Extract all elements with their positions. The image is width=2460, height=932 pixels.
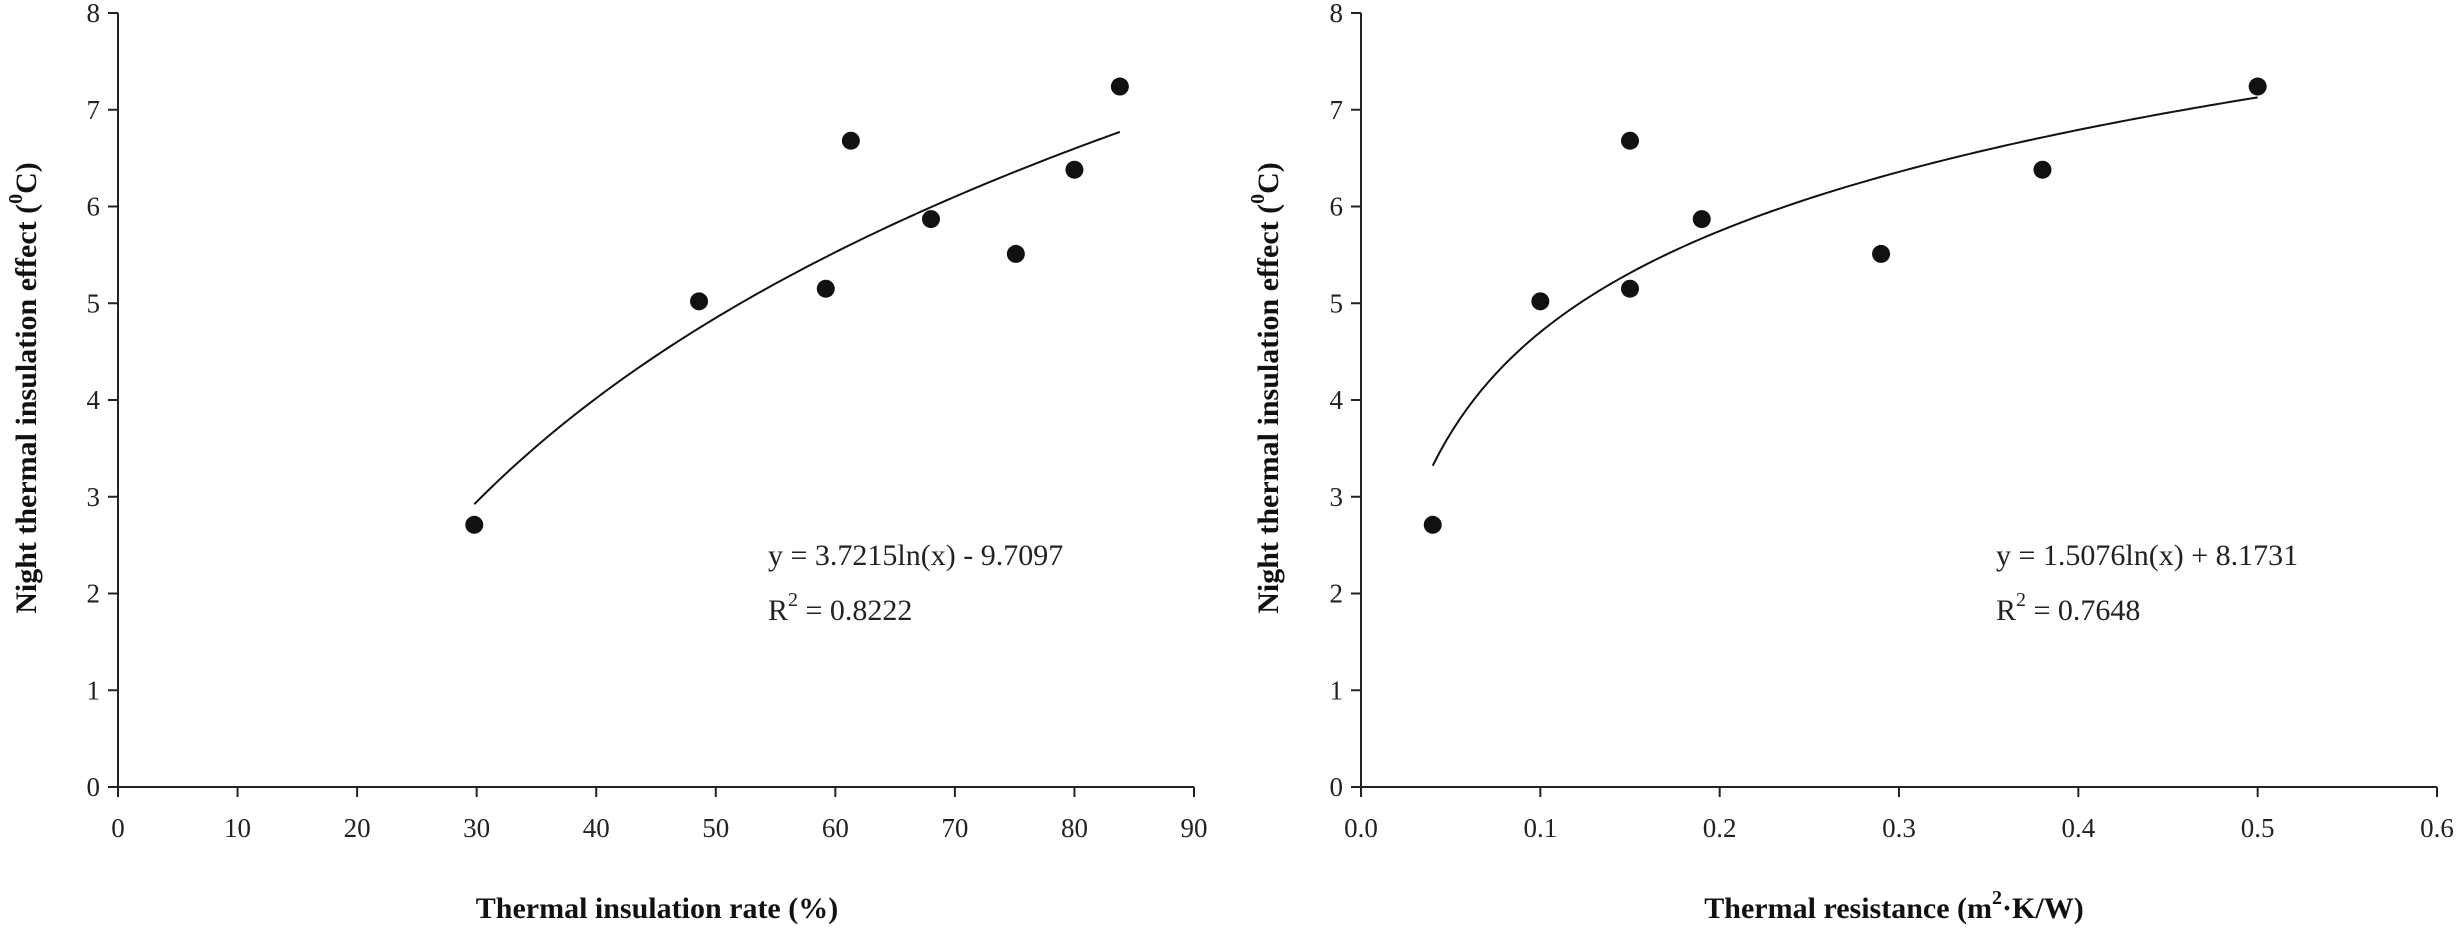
left-fit-curve (473, 130, 1121, 505)
left-data-point (1065, 160, 1084, 179)
right-data-point (2033, 160, 2052, 179)
right-ylabel-main: Night thermal insulation effect ( (1252, 204, 1285, 614)
left-x-tick-label: 90 (1181, 813, 1208, 843)
left-y-tick-label: 7 (87, 95, 101, 125)
left-x-tick-label: 10 (224, 813, 251, 843)
left-data-point (816, 279, 835, 298)
left-x-tick-label: 20 (344, 813, 371, 843)
right-xlabel-main: Thermal resistance (m (1704, 892, 1992, 925)
right-y-tick-label: 7 (1330, 95, 1344, 125)
left-x-tick-label: 30 (463, 813, 490, 843)
right-ylabel-sup: 0 (1247, 194, 1269, 204)
left-y-tick-label: 1 (87, 675, 101, 705)
right-y-tick-label: 2 (1330, 579, 1344, 609)
right-xlabel-sup: 2 (1992, 887, 2002, 909)
right-data-points (1423, 77, 2267, 534)
right-x-axis-label: Thermal resistance (m2·K/W) (1704, 887, 2083, 925)
left-x-tick-label: 40 (583, 813, 610, 843)
right-r2-sup: 2 (2016, 589, 2026, 611)
left-y-axis-label: Night thermal insulation effect (0C) (5, 162, 43, 614)
right-axes (1360, 13, 2437, 788)
right-y-tick-label: 5 (1330, 288, 1344, 318)
left-data-point (465, 515, 484, 534)
right-x-axis-ticks: 0.0 0.1 0.2 0.3 0.4 0.5 0.6 (1344, 787, 2454, 843)
left-ylabel-main: Night thermal insulation effect ( (10, 204, 43, 614)
right-y-tick-label: 3 (1330, 482, 1344, 512)
left-x-tick-label: 80 (1061, 813, 1088, 843)
left-r2-prefix: R (768, 594, 788, 627)
left-y-tick-label: 6 (87, 192, 101, 222)
right-x-tick-label: 0.1 (1523, 813, 1557, 843)
right-data-point (1531, 292, 1550, 311)
right-r2-value: = 0.7648 (2026, 594, 2140, 627)
left-ylabel-sup: 0 (5, 194, 27, 204)
right-x-tick-label: 0.5 (2241, 813, 2275, 843)
left-x-tick-label: 60 (822, 813, 849, 843)
right-y-tick-label: 0 (1330, 772, 1344, 802)
left-r2-sup: 2 (788, 589, 798, 611)
left-axes (117, 13, 1194, 788)
right-x-tick-label: 0.2 (1703, 813, 1737, 843)
right-r2-prefix: R (1996, 594, 2016, 627)
left-y-tick-label: 8 (87, 0, 101, 28)
right-y-tick-label: 1 (1330, 675, 1344, 705)
left-x-tick-label: 70 (941, 813, 968, 843)
right-data-point (1872, 244, 1891, 263)
left-y-axis-ticks: 0 1 2 3 4 5 6 7 8 (87, 0, 118, 802)
right-y-tick-label: 6 (1330, 192, 1344, 222)
right-data-point (1621, 131, 1639, 150)
right-data-point (1621, 279, 1639, 298)
right-y-tick-label: 4 (1330, 385, 1344, 415)
left-y-tick-label: 0 (87, 772, 101, 802)
right-data-point (2248, 77, 2267, 96)
right-xlabel-tail: ·K/W) (2002, 892, 2084, 925)
right-x-tick-label: 0.0 (1344, 813, 1378, 843)
right-x-tick-label: 0.3 (1882, 813, 1916, 843)
right-x-tick-label: 0.4 (2061, 813, 2095, 843)
left-data-point (1006, 244, 1025, 263)
left-data-point (1110, 77, 1129, 96)
right-x-tick-label: 0.6 (2420, 813, 2454, 843)
left-x-tick-label: 50 (702, 813, 729, 843)
left-data-points (465, 77, 1129, 534)
left-equation: y = 3.7215ln(x) - 9.7097 (768, 539, 1063, 572)
left-data-point (841, 131, 860, 150)
left-r-squared: R2 = 0.8222 (768, 589, 912, 627)
left-y-tick-label: 5 (87, 288, 101, 318)
right-y-axis-ticks: 0 1 2 3 4 5 6 7 8 (1330, 0, 1361, 802)
left-y-tick-label: 2 (87, 579, 101, 609)
chart-right-thermal-resistance: 0 1 2 3 4 5 6 7 8 0.0 0.1 0.2 0.3 0.4 0.5 0.6 y = 1.50… (1247, 0, 2454, 925)
left-x-tick-label: 0 (111, 813, 125, 843)
left-data-point (921, 210, 940, 229)
right-equation: y = 1.5076ln(x) + 8.1731 (1996, 539, 2298, 572)
right-data-point (1692, 210, 1711, 229)
left-x-axis-ticks: 0 10 20 30 40 50 60 70 80 90 (111, 787, 1208, 843)
right-y-tick-label: 8 (1330, 0, 1344, 28)
right-y-axis-label: Night thermal insulation effect (0C) (1247, 162, 1285, 614)
left-y-tick-label: 4 (87, 385, 101, 415)
right-ylabel-tail: C) (1252, 162, 1285, 194)
left-r2-value: = 0.8222 (798, 594, 912, 627)
left-y-tick-label: 3 (87, 482, 101, 512)
right-r-squared: R2 = 0.7648 (1996, 589, 2140, 627)
right-data-point (1423, 515, 1442, 534)
left-x-axis-label: Thermal insulation rate (%) (476, 892, 838, 925)
right-fit-curve (1431, 96, 2258, 467)
left-ylabel-tail: C) (10, 162, 43, 194)
left-data-point (690, 292, 709, 311)
